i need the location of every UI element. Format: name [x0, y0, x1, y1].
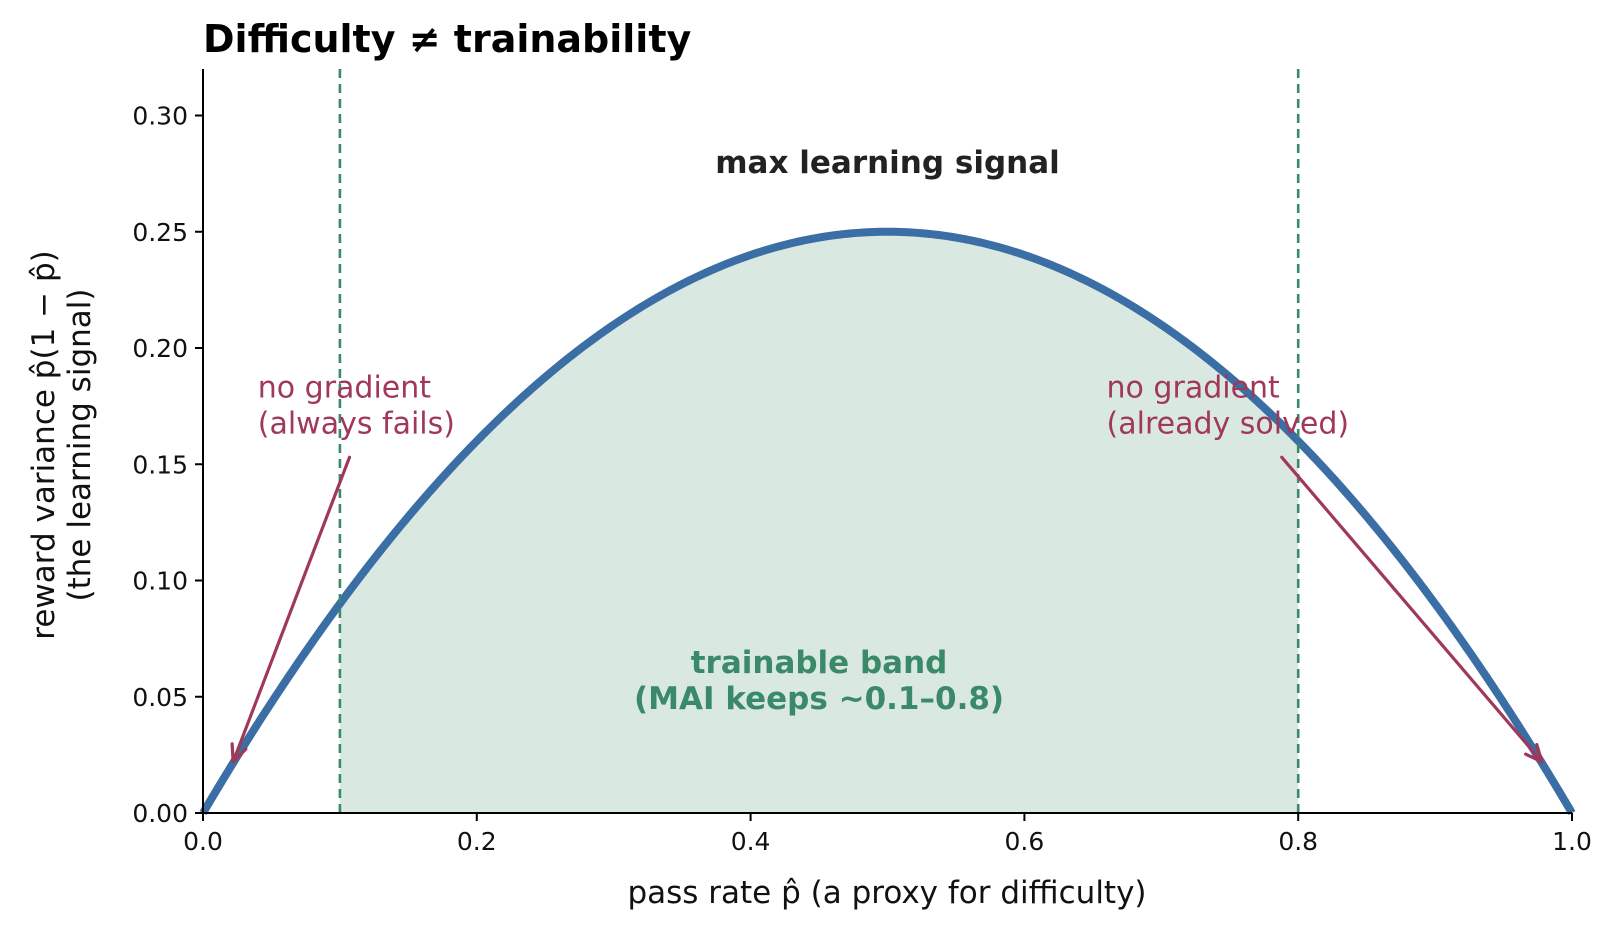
y-tick-label: 0.25	[132, 218, 188, 247]
y-tick-label: 0.30	[132, 102, 188, 131]
y-axis-label-line2: (the learning signal)	[62, 289, 98, 602]
left-note-line1: no gradient	[258, 370, 432, 405]
band-boundaries	[338, 69, 1300, 813]
chart-title: Difficulty ≠ trainability	[203, 17, 691, 61]
left-arrow-shaft	[231, 455, 352, 764]
x-axis-ticks: 0.0 0.2 0.4 0.6 0.8 1.0	[183, 813, 1592, 856]
band-label-line1: trainable band	[691, 645, 948, 681]
variance-curve-line	[199, 227, 1576, 816]
y-tick-label: 0.10	[132, 567, 188, 596]
x-axis-label: pass rate p̂ (a proxy for difficulty)	[627, 875, 1146, 911]
x-tick-label: 1.0	[1552, 827, 1592, 856]
left-note-line2: (always fails)	[258, 406, 455, 441]
band-fill	[339, 231, 1299, 813]
band-label-line2: (MAI keeps ~0.1–0.8)	[634, 681, 1004, 717]
y-tick-label: 0.20	[132, 334, 188, 363]
y-tick-label: 0.15	[132, 450, 188, 479]
right-note-line1: no gradient	[1107, 370, 1281, 405]
max-signal-label: max learning signal	[715, 145, 1060, 181]
x-tick-label: 0.0	[183, 827, 223, 856]
x-tick-label: 0.4	[731, 827, 771, 856]
y-tick-label: 0.05	[132, 683, 188, 712]
y-axis-label-line1: reward variance p̂(1 − p̂)	[26, 250, 62, 639]
right-arrow-head	[1524, 742, 1544, 764]
x-tick-label: 0.8	[1278, 827, 1318, 856]
annotation-arrows	[230, 455, 1544, 764]
right-arrow-shaft	[1280, 455, 1544, 764]
trainable-band	[339, 231, 1299, 813]
y-tick-label: 0.00	[132, 799, 188, 828]
right-note-line2: (already solved)	[1107, 406, 1350, 441]
axes	[202, 69, 1572, 814]
x-tick-label: 0.2	[457, 827, 497, 856]
y-axis-ticks: 0.00 0.05 0.10 0.15 0.20 0.25 0.30	[132, 102, 203, 828]
x-tick-label: 0.6	[1005, 827, 1045, 856]
variance-curve	[199, 227, 1576, 816]
left-arrow-head	[230, 742, 248, 764]
